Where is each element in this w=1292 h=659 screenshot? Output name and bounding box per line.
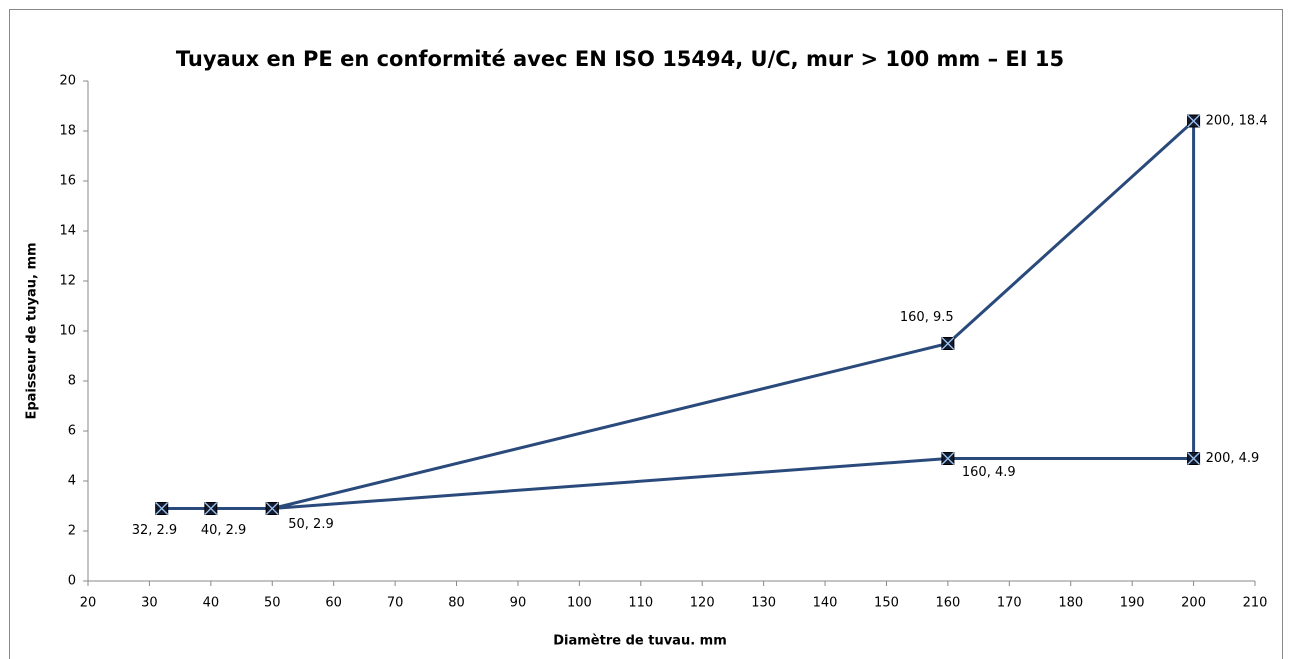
data-label: 160, 9.5 [900, 310, 954, 325]
data-label: 200, 18.4 [1206, 114, 1268, 129]
data-label: 40, 2.9 [201, 523, 246, 538]
marker [204, 502, 218, 515]
y-tick-label: 10 [59, 324, 76, 339]
marker [1187, 452, 1201, 465]
y-tick-label: 14 [59, 224, 76, 239]
data-label: 50, 2.9 [288, 517, 333, 532]
x-tick-label: 100 [567, 596, 592, 611]
x-tick-label: 60 [325, 596, 342, 611]
chart-title: Tuyaux en PE en conformité avec EN ISO 1… [176, 47, 1064, 71]
marker [155, 502, 169, 515]
marker [941, 452, 955, 465]
chart-border [9, 9, 1283, 659]
x-axis-label: Diamètre de tuvau. mm [553, 634, 727, 649]
x-tick-label: 140 [813, 596, 838, 611]
x-tick-label: 30 [141, 596, 158, 611]
x-tick-label: 40 [203, 596, 220, 611]
x-tick-label: 150 [874, 596, 899, 611]
y-axis-label: Epaisseur de tuyau, mm [25, 242, 40, 419]
y-tick-label: 2 [68, 524, 76, 539]
y-tick-label: 8 [68, 374, 76, 389]
y-tick-label: 16 [59, 174, 76, 189]
y-tick-label: 0 [68, 574, 76, 589]
series-line [161, 117, 1196, 510]
marker [265, 502, 279, 515]
x-tick-label: 160 [935, 596, 960, 611]
x-tick-label: 50 [264, 596, 281, 611]
x-tick-label: 120 [690, 596, 715, 611]
data-label: 200, 4.9 [1206, 451, 1260, 466]
x-tick-label: 20 [80, 596, 97, 611]
x-tick-label: 210 [1243, 596, 1268, 611]
x-tick-label: 110 [628, 596, 653, 611]
x-tick-label: 200 [1181, 596, 1206, 611]
data-label: 160, 4.9 [962, 465, 1016, 480]
y-tick-label: 4 [68, 474, 76, 489]
x-tick-label: 70 [387, 596, 404, 611]
y-tick-label: 6 [68, 424, 76, 439]
x-tick-label: 180 [1058, 596, 1083, 611]
x-tick-label: 190 [1120, 596, 1145, 611]
marker [941, 337, 955, 350]
data-label: 32, 2.9 [132, 523, 177, 538]
x-tick-label: 90 [510, 596, 527, 611]
x-tick-label: 170 [997, 596, 1022, 611]
y-tick-label: 12 [59, 274, 76, 289]
y-tick-label: 20 [59, 74, 76, 89]
x-tick-label: 130 [751, 596, 776, 611]
y-tick-label: 18 [59, 124, 76, 139]
marker [1187, 114, 1201, 128]
x-tick-label: 80 [448, 596, 465, 611]
